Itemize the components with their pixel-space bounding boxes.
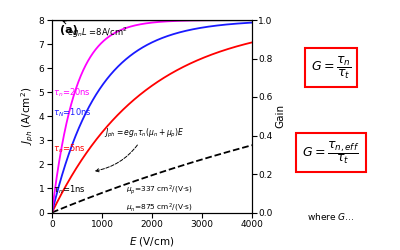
Y-axis label: Gain: Gain	[276, 104, 286, 128]
Text: $\mu_p$=337 cm$^2$/(V$\cdot$s): $\mu_p$=337 cm$^2$/(V$\cdot$s)	[126, 184, 192, 198]
Text: (a): (a)	[60, 26, 78, 36]
Text: $\tau_n$=5ns: $\tau_n$=5ns	[53, 142, 86, 155]
Text: $\tau_N$=10ns: $\tau_N$=10ns	[53, 106, 92, 118]
Text: $G = \dfrac{\tau_{n,eff}}{\tau_t}$: $G = \dfrac{\tau_{n,eff}}{\tau_t}$	[302, 139, 360, 166]
Text: $eg_nL$ =8A/cm$^2$: $eg_nL$ =8A/cm$^2$	[63, 21, 128, 40]
Text: where $G$...: where $G$...	[307, 212, 355, 222]
Text: $\mu_n$=875 cm$^2$/(V$\cdot$s): $\mu_n$=875 cm$^2$/(V$\cdot$s)	[126, 202, 192, 214]
Text: $\tau_n$=1ns: $\tau_n$=1ns	[53, 183, 86, 196]
Text: $J_{ph}=eg_n\tau_n(\mu_n+\mu_p)E$: $J_{ph}=eg_n\tau_n(\mu_n+\mu_p)E$	[96, 127, 185, 172]
X-axis label: $E$ (V/cm): $E$ (V/cm)	[129, 235, 175, 248]
Text: $G = \dfrac{\tau_n}{\tau_t}$: $G = \dfrac{\tau_n}{\tau_t}$	[311, 54, 351, 80]
Text: $\tau_n$=20ns: $\tau_n$=20ns	[53, 87, 91, 99]
Y-axis label: $J_{ph}$ (A/cm$^2$): $J_{ph}$ (A/cm$^2$)	[20, 87, 36, 145]
